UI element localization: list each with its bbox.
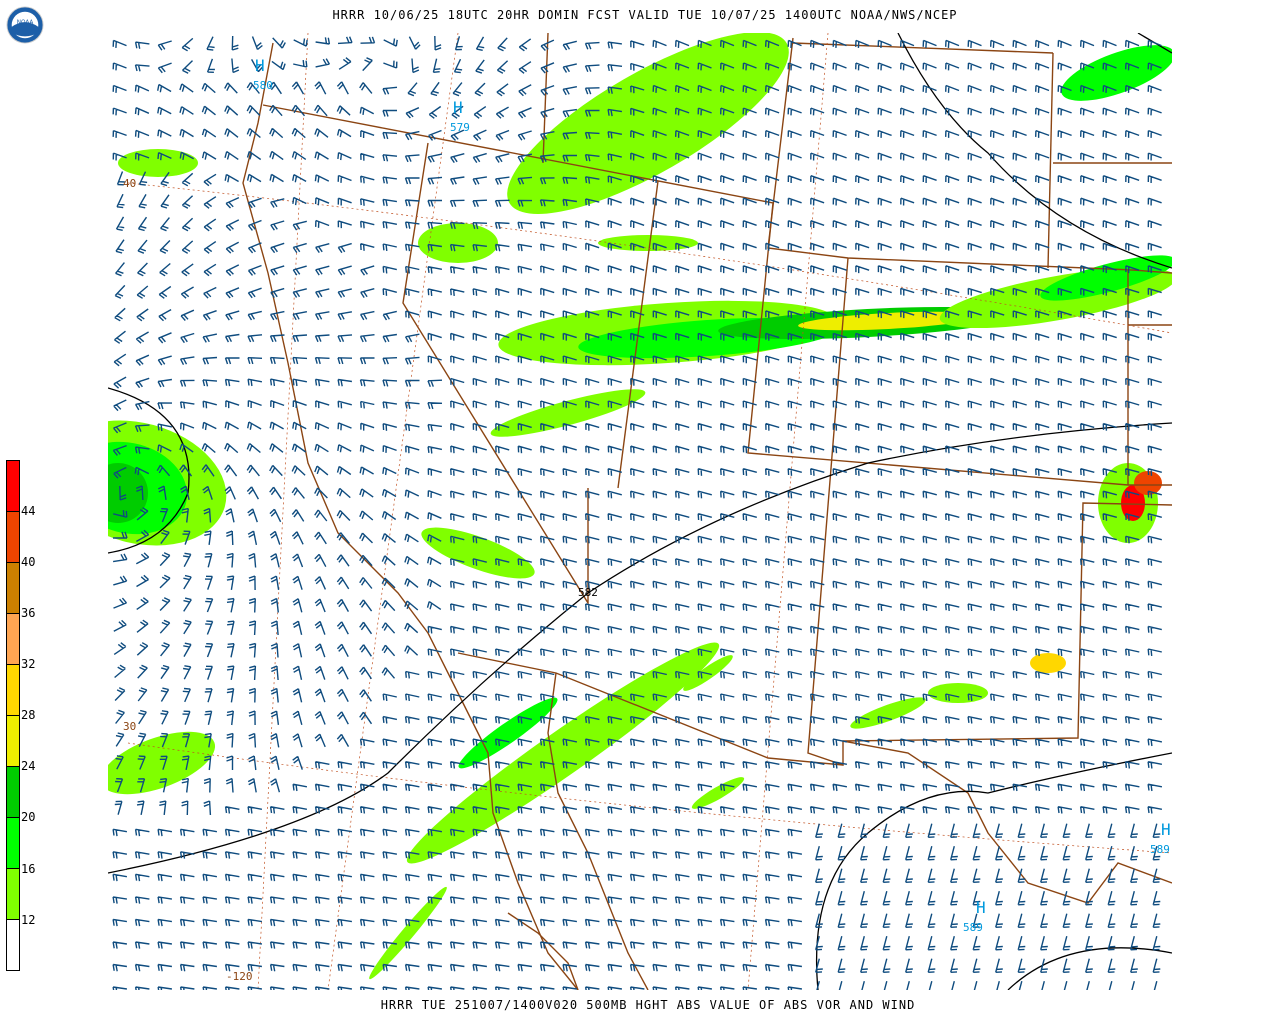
lat-label: 30	[123, 720, 136, 733]
colorbar-label: 20	[21, 810, 36, 824]
colorbar-label: 12	[21, 913, 36, 927]
height-contours	[108, 33, 1172, 990]
border-line	[457, 652, 844, 766]
colorbar-bin	[6, 460, 20, 512]
colorbar-label: 24	[21, 759, 36, 773]
colorbar-label: 28	[21, 708, 36, 722]
colorbar-bin	[6, 511, 20, 563]
high-value: 589	[963, 921, 983, 934]
vorticity-area	[928, 683, 988, 703]
colorbar-label: 44	[21, 504, 36, 518]
vorticity-area	[490, 389, 646, 437]
colorbar-bin	[6, 664, 20, 716]
state-borders	[242, 33, 1172, 990]
border-line	[542, 33, 549, 164]
wind-barbs	[112, 35, 1163, 990]
border-line	[262, 104, 1172, 486]
colorbar-label: 16	[21, 862, 36, 876]
vorticity-area	[108, 731, 216, 795]
border-line	[1047, 52, 1054, 269]
vorticity-area	[691, 777, 745, 809]
colorbar-label: 40	[21, 555, 36, 569]
contour-line	[1007, 947, 1172, 990]
high-symbol: H	[453, 98, 463, 117]
coastline	[242, 42, 579, 990]
contour-line	[108, 422, 1172, 874]
vorticity-area	[1030, 653, 1066, 673]
colorbar-bin	[6, 715, 20, 767]
high-value: 580	[253, 79, 273, 92]
high-value: 589	[1150, 843, 1170, 856]
weather-map: H 580 H 579 H 589 H 589 582 40 30 -120	[108, 33, 1172, 990]
colorbar-bin	[6, 766, 20, 818]
vorticity-area	[507, 33, 789, 214]
colorbar	[6, 460, 20, 971]
lat-label: 40	[123, 177, 136, 190]
lon-label: -120	[226, 970, 253, 983]
vorticity-area	[598, 235, 698, 251]
vorticity-area	[850, 697, 926, 729]
colorbar-bin	[6, 562, 20, 614]
vorticity-area	[1061, 45, 1172, 101]
coastline	[507, 912, 579, 990]
map-title: HRRR 10/06/25 18UTC 20HR DOMIN FCST VALI…	[332, 8, 958, 22]
vorticity-area	[421, 527, 535, 579]
high-value: 579	[450, 121, 470, 134]
colorbar-bin	[6, 868, 20, 920]
high-symbol: H	[976, 898, 986, 917]
colorbar-bin	[6, 919, 20, 971]
lat-lon-grid	[127, 33, 1172, 990]
high-symbol: H	[255, 56, 265, 75]
vorticity-area	[1040, 255, 1172, 301]
svg-text:NOAA: NOAA	[17, 20, 34, 26]
contour-line	[815, 752, 1172, 990]
map-caption: HRRR TUE 251007/1400V020 500MB HGHT ABS …	[380, 998, 916, 1012]
coastline	[842, 740, 1172, 904]
colorbar-label: 36	[21, 606, 36, 620]
noaa-logo: NOAA	[6, 6, 44, 44]
border-line	[617, 180, 659, 489]
wind-barb	[112, 35, 1163, 990]
vorticity-area	[418, 223, 498, 263]
vorticity-area	[458, 697, 558, 769]
high-symbol: H	[1161, 820, 1171, 839]
contour-line	[897, 33, 1172, 269]
contour-label: 582	[578, 586, 598, 599]
vorticity-area	[369, 886, 447, 980]
colorbar-bin	[6, 817, 20, 869]
colorbar-label: 32	[21, 657, 36, 671]
colorbar-bin	[6, 613, 20, 665]
vorticity-shading	[108, 33, 1172, 980]
vorticity-area	[1134, 471, 1162, 495]
